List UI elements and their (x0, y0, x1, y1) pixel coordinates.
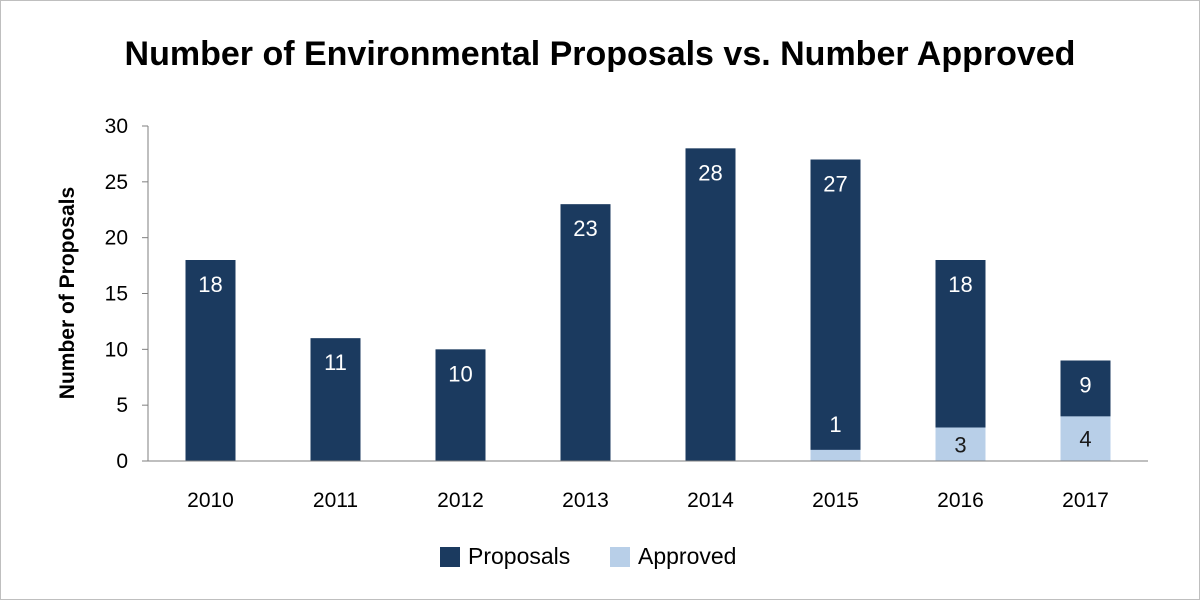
x-tick-label: 2012 (437, 489, 484, 512)
bar-proposals-2010 (185, 260, 236, 461)
x-tick-label: 2014 (687, 489, 734, 512)
y-tick-label: 25 (105, 171, 128, 194)
y-tick-label: 30 (105, 115, 128, 138)
bar-proposals-2011 (310, 338, 361, 461)
data-label-approved-2016: 3 (954, 432, 966, 457)
y-tick-label: 20 (105, 227, 128, 250)
data-label-proposals-2011: 11 (324, 350, 347, 375)
y-tick-label: 15 (105, 283, 128, 306)
y-axis: 0 5 10 15 20 25 30 (105, 115, 149, 473)
data-label-proposals-2015: 27 (823, 172, 847, 197)
data-labels: 18 11 10 23 28 27 1 18 3 9 4 (198, 160, 1091, 457)
y-tick-label: 10 (105, 338, 128, 361)
legend-label-approved: Approved (638, 543, 736, 569)
data-label-approved-2017: 4 (1079, 427, 1091, 452)
legend-swatch-approved (610, 547, 630, 567)
data-label-proposals-2016: 18 (948, 272, 972, 297)
bar-proposals-2015 (810, 159, 861, 461)
x-tick-label: 2016 (937, 489, 984, 512)
chart-title: Number of Environmental Proposals vs. Nu… (125, 35, 1076, 73)
bar-proposals-2012 (435, 349, 486, 461)
legend-swatch-proposals (440, 547, 460, 567)
legend: Proposals Approved (440, 543, 736, 569)
data-label-proposals-2010: 18 (198, 272, 222, 297)
data-label-proposals-2014: 28 (698, 160, 722, 185)
data-label-approved-2015: 1 (829, 412, 841, 437)
y-tick-label: 5 (116, 394, 128, 417)
x-tick-label: 2013 (562, 489, 609, 512)
data-label-proposals-2017: 9 (1079, 373, 1091, 398)
bar-approved-2016 (935, 427, 986, 461)
x-tick-label: 2015 (812, 489, 859, 512)
x-tick-label: 2017 (1062, 489, 1109, 512)
approved-series (810, 416, 1111, 461)
proposals-series (185, 148, 1111, 462)
bar-proposals-2013 (560, 204, 611, 461)
legend-label-proposals: Proposals (468, 543, 570, 569)
bar-approved-2015 (810, 449, 861, 461)
x-tick-label: 2011 (313, 489, 358, 512)
y-axis-title: Number of Proposals (56, 187, 79, 399)
bar-proposals-2014 (685, 148, 736, 462)
data-label-proposals-2013: 23 (573, 216, 597, 241)
y-tick-label: 0 (116, 450, 128, 473)
bar-approved-2017 (1060, 416, 1111, 461)
x-axis: 2010 2011 2012 2013 2014 2015 2016 2017 (148, 460, 1148, 512)
data-label-proposals-2012: 10 (448, 361, 472, 386)
x-tick-label: 2010 (187, 489, 234, 512)
